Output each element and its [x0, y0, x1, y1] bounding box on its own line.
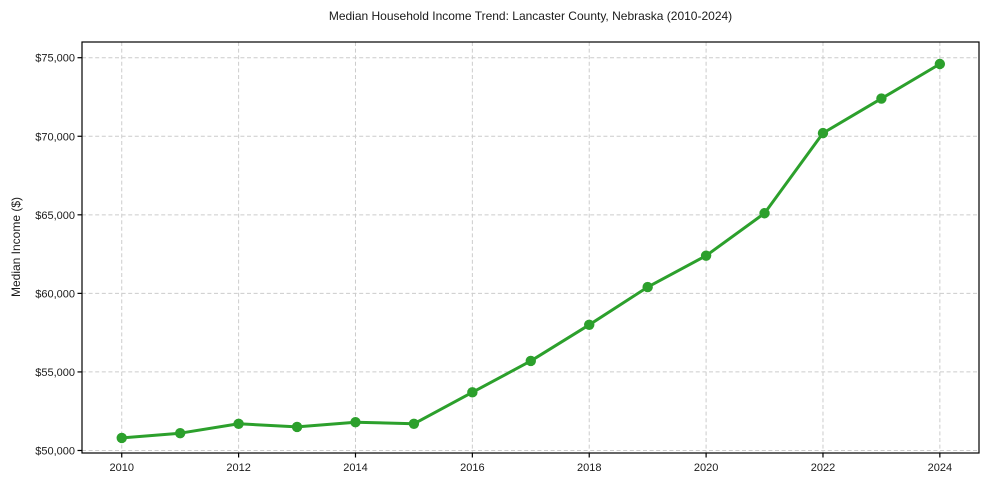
trend-line: [120, 62, 942, 440]
data-point: [642, 281, 653, 293]
x-tick-label: 2010: [109, 462, 133, 474]
data-point: [350, 417, 361, 428]
y-tick-label: $70,000: [35, 131, 75, 143]
data-point: [934, 58, 946, 70]
y-tick-label: $75,000: [35, 53, 75, 65]
x-tick-label: 2022: [811, 462, 835, 474]
data-point: [233, 418, 244, 429]
x-tick-label: 2020: [694, 462, 718, 474]
x-tick-label: 2018: [577, 462, 601, 474]
data-point: [174, 428, 186, 439]
data-point: [817, 127, 829, 139]
x-tick-label: 2012: [226, 462, 250, 474]
y-tick-label: $60,000: [35, 288, 75, 300]
y-tick-label: $65,000: [35, 210, 75, 222]
data-point: [759, 208, 770, 219]
data-point: [116, 432, 127, 444]
data-point: [467, 387, 478, 398]
data-point: [584, 319, 595, 330]
data-point: [408, 418, 420, 429]
data-point: [291, 421, 303, 433]
y-tick-label: $50,000: [35, 445, 75, 457]
plot-border: [81, 41, 980, 454]
x-tick-label: 2016: [460, 462, 484, 474]
data-point: [525, 355, 536, 367]
data-point: [876, 93, 887, 104]
x-tick-label: 2024: [928, 462, 952, 474]
data-point: [700, 250, 712, 261]
x-tick-label: 2014: [343, 462, 367, 474]
chart-title: Median Household Income Trend: Lancaster…: [328, 9, 733, 23]
y-tick-label: $55,000: [35, 367, 75, 379]
